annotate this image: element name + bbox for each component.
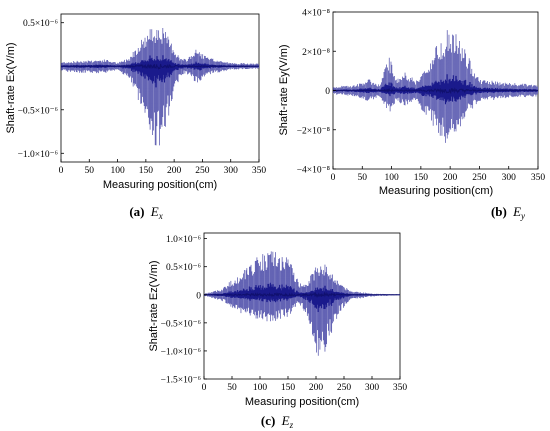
ytick-label-ey: −2×10⁻⁸ (297, 126, 330, 136)
plot-area-ey: 0 50 100 150 200 250 300 350 4×10⁻⁸ 2×10⁻⁸ 0 −2×10⁻… (297, 9, 546, 184)
xlabel-ey: Measuring position(cm) (379, 185, 493, 197)
ytick-label-ez: −1.0×10⁻⁶ (161, 347, 201, 357)
series-signal-ey (333, 30, 538, 143)
ytick-label-ez: 1.0×10⁻⁶ (166, 235, 201, 245)
series-signal-ez (204, 251, 400, 356)
signal-oscillation-ex (61, 27, 259, 146)
xtick-label-ey: 50 (358, 173, 368, 183)
ytick-label-ez: −1.5×10⁻⁶ (161, 376, 201, 386)
xtick-label-ex: 150 (139, 166, 154, 176)
caption-var-ey: E (512, 204, 521, 219)
xtick-label-ex: 350 (252, 166, 267, 176)
ylabel-ez: Shaft-rate Ez(V/m) (148, 260, 160, 351)
ytick-label-ez: 0 (196, 291, 201, 301)
xlabel-ex: Measuring position(cm) (103, 179, 217, 191)
signal-oscillation-ez (204, 251, 400, 356)
panel-ey: 0 50 100 150 200 250 300 350 4×10⁻⁸ 2×10⁻⁸ 0 −2×10⁻… (278, 9, 545, 222)
xtick-label-ex: 300 (224, 166, 239, 176)
ylabel-ey: Shaft-rate Ey(V/m) (278, 44, 290, 135)
ytick-label-ex: 0.5×10⁻⁶ (23, 19, 58, 29)
plot-area-ez: 0 50 100 150 200 250 300 350 1.0×10⁻⁶ 0.5×10⁻⁶ 0 −0… (161, 235, 408, 393)
caption-var-ez: E (281, 413, 290, 428)
caption-ez: (c) Ez (261, 413, 294, 430)
ytick-label-ey: 2×10⁻⁸ (302, 48, 330, 58)
xtick-label-ey: 100 (384, 173, 399, 183)
xtick-label-ey: 150 (414, 173, 429, 183)
series-signal-ex (61, 27, 259, 146)
caption-letter-ex: (a) (129, 204, 144, 219)
ytick-label-ey: −4×10⁻⁸ (297, 166, 330, 176)
xtick-label-ez: 200 (309, 383, 324, 393)
ylabel-ex: Shaft-rate Ex(V/m) (5, 42, 17, 133)
caption-sub-ey: y (520, 211, 525, 221)
xtick-label-ey: 200 (443, 173, 458, 183)
xlabel-ez: Measuring position(cm) (245, 396, 359, 408)
caption-letter-ey: (b) (491, 204, 507, 219)
plot-area-ex: 0 50 100 150 200 250 300 350 0.5×10⁻⁶ −0.5×10⁻⁶ −1… (18, 19, 267, 176)
xtick-label-ez: 150 (281, 383, 296, 393)
caption-letter-ez: (c) (261, 413, 275, 428)
xtick-label-ez: 350 (393, 383, 408, 393)
xtick-label-ey: 250 (472, 173, 487, 183)
signal-trace-ex (61, 63, 259, 70)
xtick-label-ex: 50 (85, 166, 95, 176)
xtick-label-ez: 50 (227, 383, 237, 393)
xtick-label-ez: 250 (337, 383, 352, 393)
xtick-label-ey: 0 (331, 173, 336, 183)
xtick-label-ex: 100 (110, 166, 125, 176)
panel-ez: 0 50 100 150 200 250 300 350 1.0×10⁻⁶ 0.5×10⁻⁶ 0 −0… (148, 232, 408, 430)
ytick-label-ex: −0.5×10⁻⁶ (18, 106, 58, 116)
xtick-label-ez: 300 (365, 383, 380, 393)
ytick-label-ez: 0.5×10⁻⁶ (166, 263, 201, 273)
plot-frame-ez (203, 232, 401, 380)
ytick-label-ez: −0.5×10⁻⁶ (161, 319, 201, 329)
xtick-label-ey: 350 (531, 173, 546, 183)
caption-sub-ex: x (158, 211, 163, 221)
xtick-label-ex: 200 (167, 166, 182, 176)
xtick-label-ex: 0 (59, 166, 64, 176)
xtick-label-ey: 300 (502, 173, 517, 183)
ytick-label-ey: 0 (325, 87, 330, 97)
plot-frame-ex (60, 13, 260, 163)
caption-sub-ez: z (289, 420, 294, 430)
xtick-label-ez: 100 (253, 383, 268, 393)
panel-ex: 0 50 100 150 200 250 300 350 0.5×10⁻⁶ −0.5×10⁻⁶ −1… (5, 13, 267, 221)
ytick-label-ey: 4×10⁻⁸ (302, 9, 330, 19)
ytick-label-ex: −1.0×10⁻⁶ (18, 150, 58, 160)
signal-trace-ey (333, 87, 538, 95)
caption-ex: (a) Ex (129, 204, 162, 221)
xtick-label-ex: 250 (195, 166, 210, 176)
xtick-label-ez: 0 (202, 383, 207, 393)
caption-var-ex: E (150, 204, 159, 219)
caption-ey: (b) Ey (491, 204, 525, 221)
signal-trace-ez (204, 291, 400, 299)
